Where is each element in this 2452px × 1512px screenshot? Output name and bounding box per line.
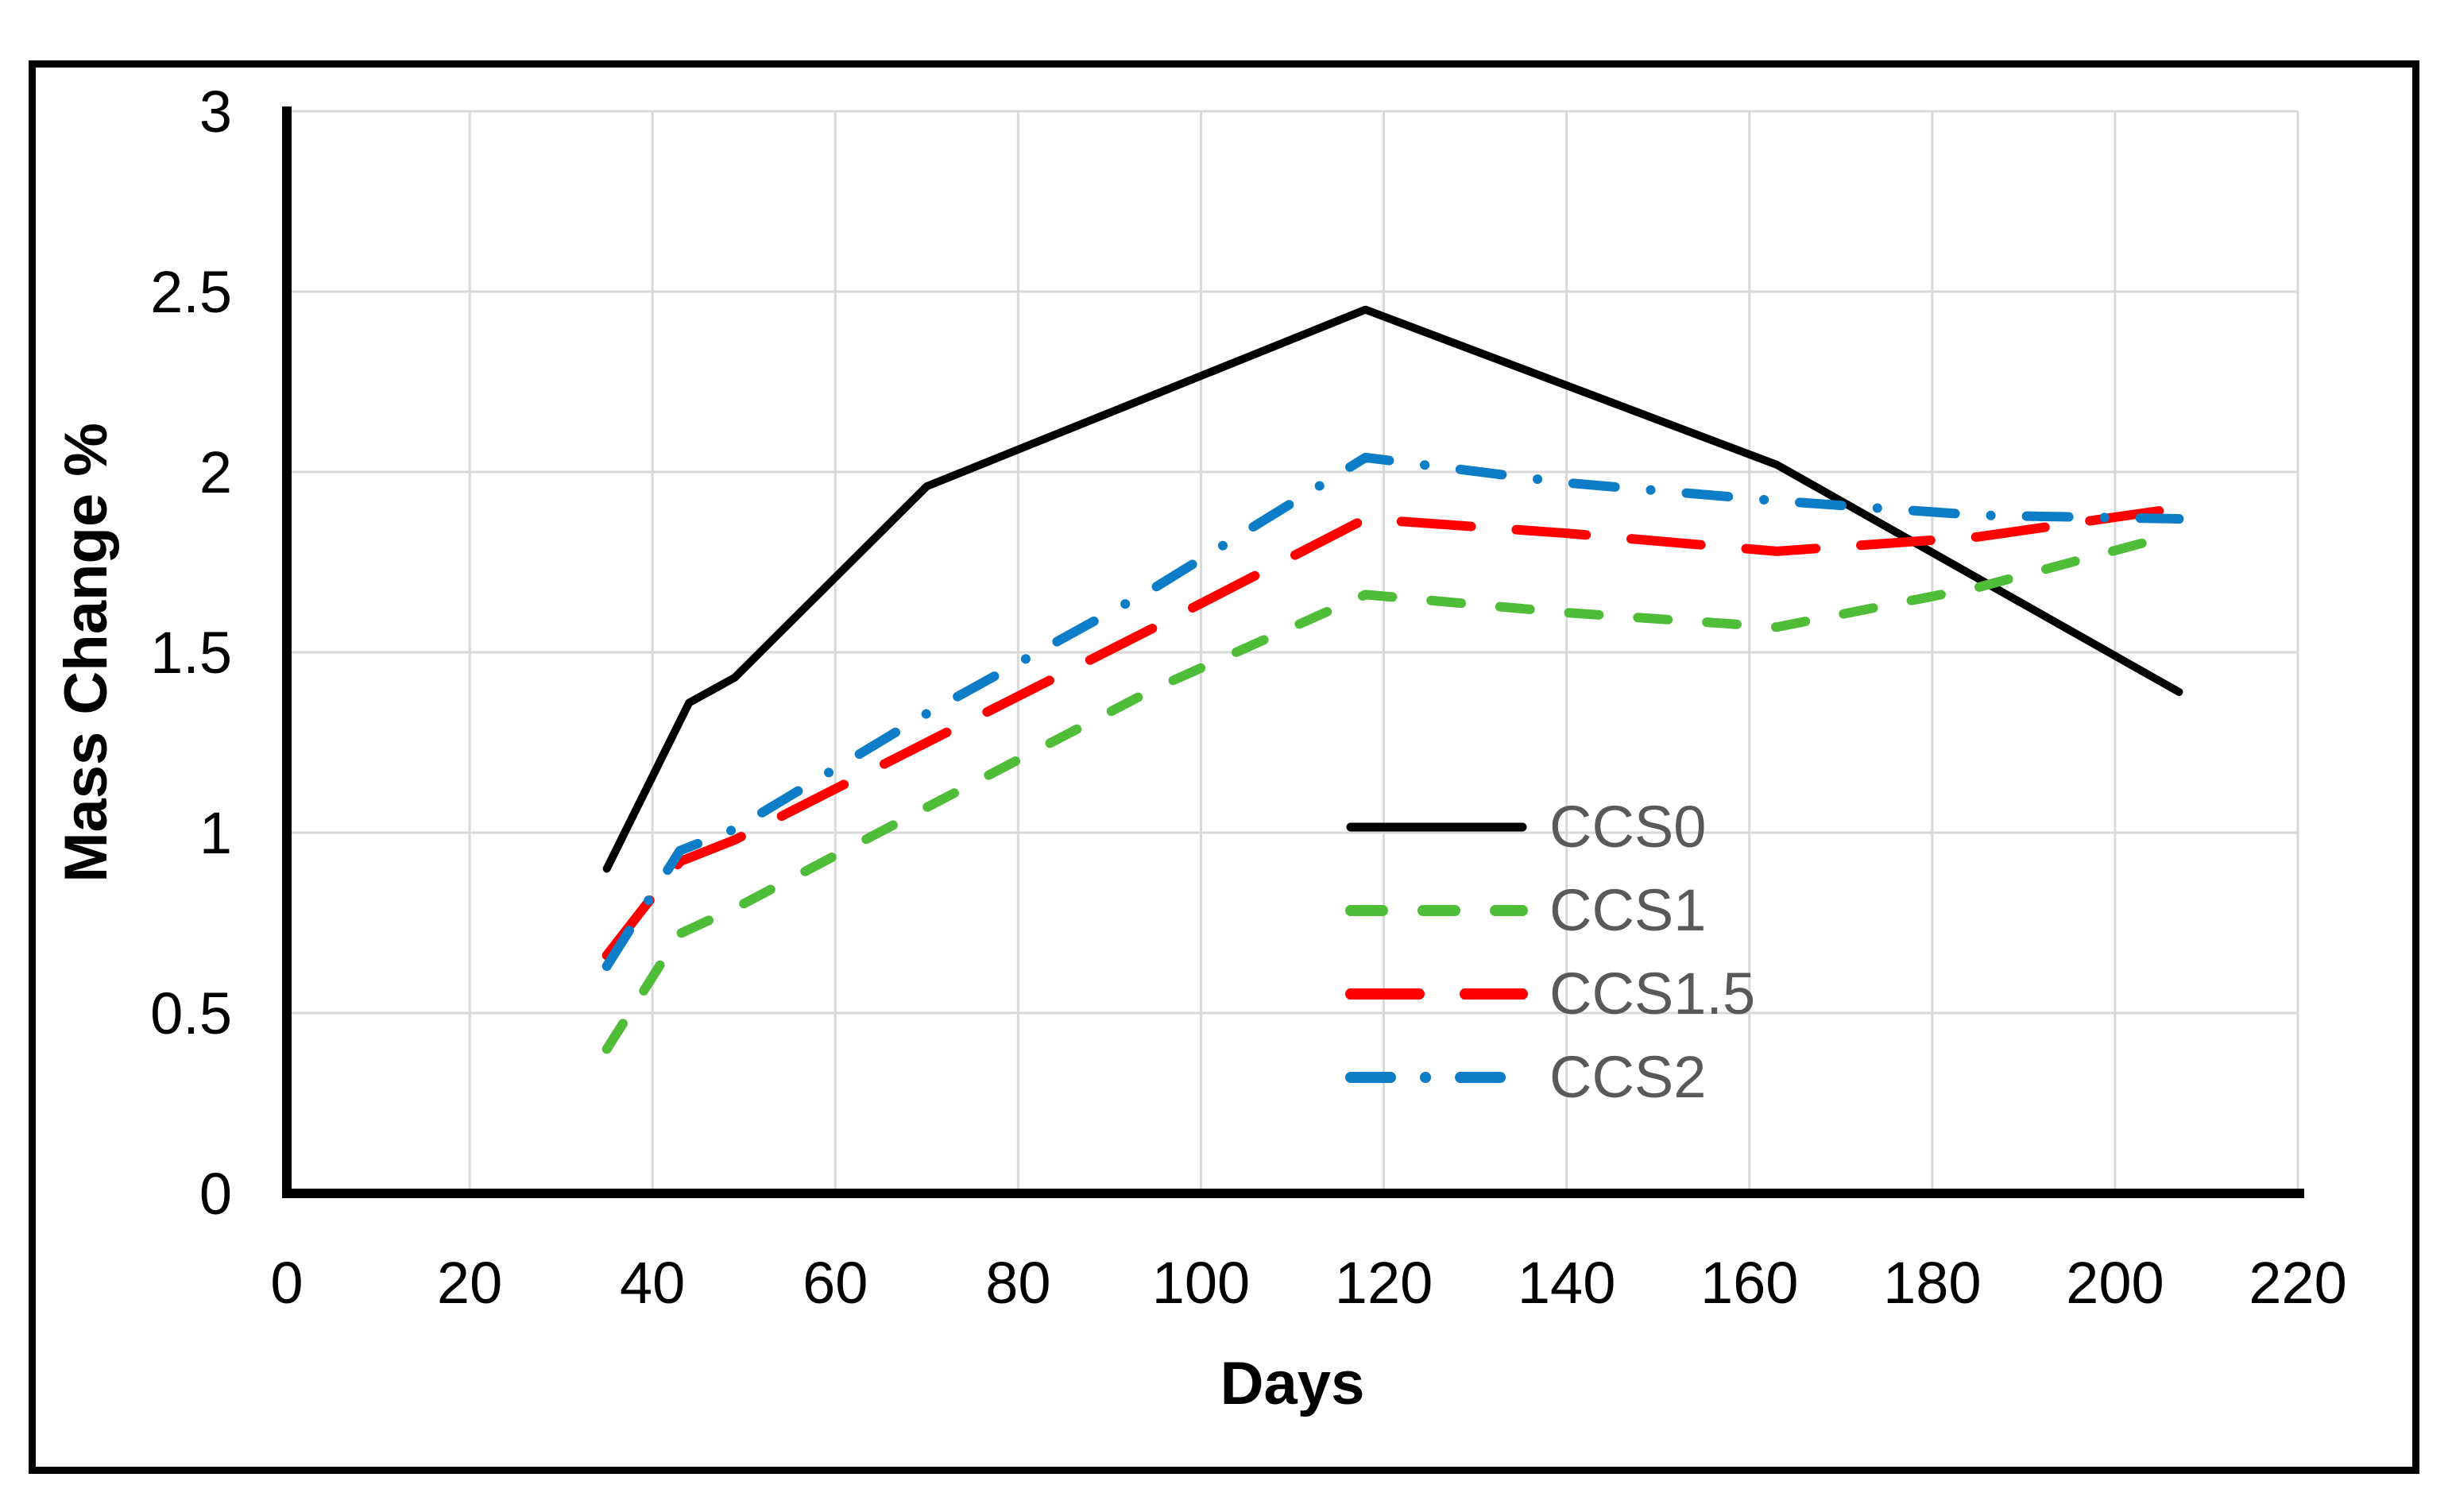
legend-line-sample-ccs2 xyxy=(1345,1071,1528,1083)
legend: CCS0 CCS1 CCS1.5 CCS2 xyxy=(1344,785,1755,1119)
x-tick-label: 180 xyxy=(1883,1250,1981,1316)
y-axis-title-wrap: Mass Change % xyxy=(49,111,122,1193)
legend-label: CCS0 xyxy=(1549,793,1707,860)
series-line-ccs1 xyxy=(601,528,2184,1054)
figure-border xyxy=(29,60,2419,1474)
legend-line-sample-ccs1 xyxy=(1345,904,1528,916)
legend-item-ccs1: CCS1 xyxy=(1344,868,1755,952)
y-tick-label: 2 xyxy=(199,439,232,505)
x-tick-label: 60 xyxy=(803,1250,868,1316)
y-tick-label: 1 xyxy=(199,800,232,866)
x-tick-label: 220 xyxy=(2249,1250,2346,1316)
x-tick-label: 100 xyxy=(1152,1250,1250,1316)
x-tick-label: 160 xyxy=(1700,1250,1798,1316)
x-tick-label: 200 xyxy=(2066,1250,2164,1316)
legend-label: CCS2 xyxy=(1549,1043,1707,1110)
legend-label: CCS1 xyxy=(1549,876,1707,943)
legend-item-ccs0: CCS0 xyxy=(1344,785,1755,868)
x-tick-label: 120 xyxy=(1335,1250,1433,1316)
y-tick-label: 2.5 xyxy=(150,259,232,325)
x-tick-label: 140 xyxy=(1518,1250,1615,1316)
x-tick-label: 0 xyxy=(270,1250,303,1316)
legend-line-sample-ccs0 xyxy=(1346,822,1527,831)
y-tick-label: 1.5 xyxy=(150,620,232,686)
series-line-ccs2 xyxy=(601,452,2184,971)
legend-line-sample-ccs1_5 xyxy=(1345,988,1528,1000)
x-axis-title: Days xyxy=(1220,1350,1365,1417)
y-tick-label: 0.5 xyxy=(150,980,232,1046)
y-tick-label: 3 xyxy=(199,79,232,145)
legend-item-ccs2: CCS2 xyxy=(1344,1035,1755,1119)
legend-item-ccs1_5: CCS1.5 xyxy=(1344,952,1755,1035)
x-tick-label: 40 xyxy=(620,1250,685,1316)
x-tick-label: 80 xyxy=(985,1250,1050,1316)
series-line-ccs1_5 xyxy=(601,503,2184,961)
legend-label: CCS1.5 xyxy=(1549,960,1756,1027)
x-tick-label: 20 xyxy=(437,1250,502,1316)
y-tick-label: 0 xyxy=(199,1161,232,1227)
series-line-ccs0 xyxy=(602,305,2183,873)
y-axis-title: Mass Change % xyxy=(52,422,120,883)
